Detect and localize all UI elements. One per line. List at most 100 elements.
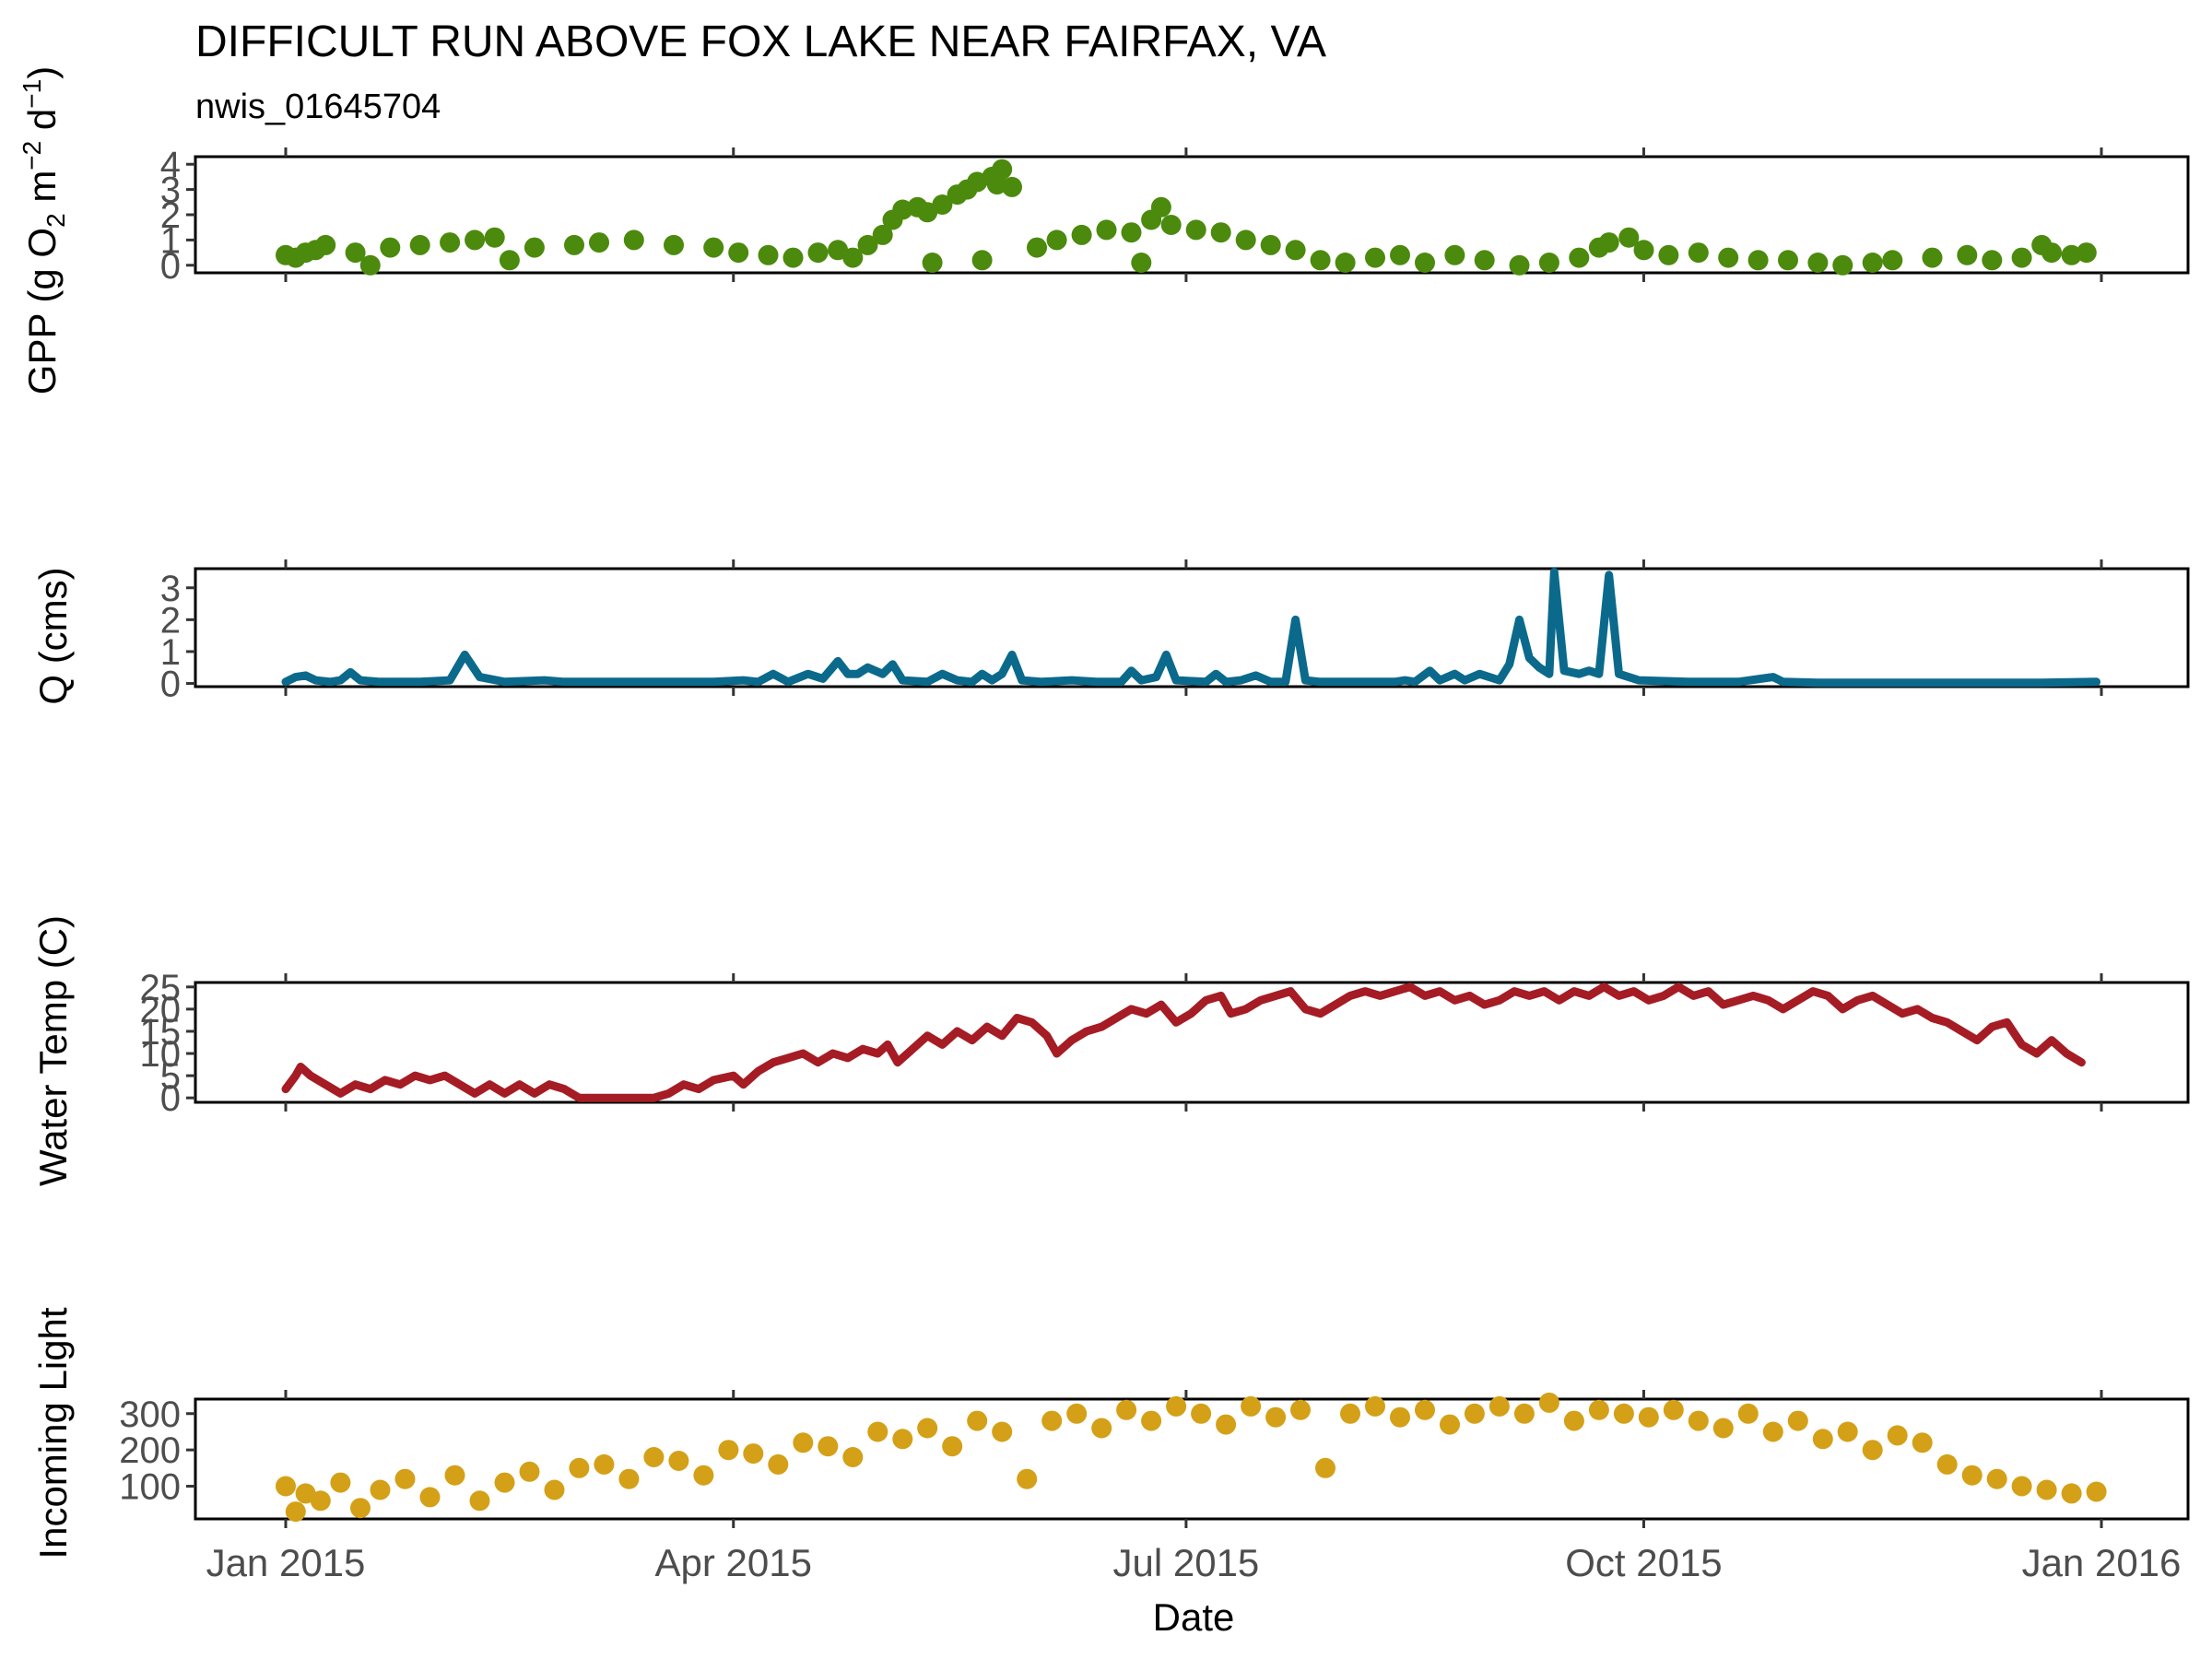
panel-frame-wt bbox=[194, 981, 2190, 1104]
data-point-light bbox=[519, 1461, 540, 1482]
data-point-gpp bbox=[623, 229, 644, 251]
data-point-gpp bbox=[1474, 250, 1495, 271]
data-point-light bbox=[1912, 1432, 1933, 1453]
data-point-gpp bbox=[1633, 240, 1654, 261]
data-point-light bbox=[1116, 1399, 1137, 1420]
data-point-light bbox=[2061, 1483, 2082, 1504]
data-point-gpp bbox=[345, 242, 366, 264]
data-point-light bbox=[594, 1453, 615, 1475]
data-point-gpp bbox=[1444, 244, 1465, 265]
y-axis-title-light: Incoming Light bbox=[31, 1307, 75, 1559]
data-point-gpp bbox=[1365, 247, 1385, 268]
panel-frame-light bbox=[194, 1397, 2190, 1521]
data-point-light bbox=[668, 1451, 689, 1471]
data-point-gpp bbox=[1235, 229, 1256, 251]
x-tick-label: Jul 2015 bbox=[1113, 1541, 1260, 1584]
data-point-light bbox=[1862, 1440, 1883, 1461]
data-point-gpp bbox=[1922, 247, 1943, 268]
data-point-gpp bbox=[782, 247, 804, 268]
data-point-light bbox=[1365, 1395, 1385, 1417]
data-point-light bbox=[1041, 1410, 1063, 1431]
data-point-gpp bbox=[1862, 253, 1883, 273]
data-point-gpp bbox=[1335, 253, 1356, 273]
data-point-light bbox=[643, 1447, 665, 1467]
data-point-light bbox=[793, 1432, 814, 1453]
data-point-light bbox=[1265, 1406, 1287, 1428]
y-tick-label: 300 bbox=[119, 1394, 181, 1435]
data-point-light bbox=[1613, 1403, 1634, 1424]
data-point-light bbox=[1390, 1406, 1410, 1428]
data-point-gpp bbox=[807, 242, 829, 264]
data-point-light bbox=[967, 1410, 988, 1431]
data-point-light bbox=[2011, 1476, 2032, 1497]
data-point-gpp bbox=[872, 224, 893, 245]
data-point-gpp bbox=[971, 250, 993, 271]
data-point-light bbox=[1216, 1414, 1237, 1435]
data-point-gpp bbox=[315, 234, 336, 255]
data-point-gpp bbox=[1310, 250, 1331, 271]
data-point-gpp bbox=[359, 254, 381, 276]
data-point-light bbox=[1513, 1403, 1535, 1424]
x-tick-label: Jan 2016 bbox=[2022, 1541, 2182, 1584]
y-axis-title-wt: Water Temp (C) bbox=[31, 915, 75, 1186]
data-point-gpp bbox=[857, 234, 878, 255]
data-point-gpp bbox=[664, 234, 684, 255]
data-point-gpp bbox=[917, 202, 938, 223]
data-point-gpp bbox=[2076, 242, 2097, 264]
data-point-light bbox=[1415, 1399, 1435, 1420]
data-point-light bbox=[285, 1501, 306, 1523]
data-point-gpp bbox=[1598, 232, 1619, 253]
data-point-gpp bbox=[1150, 196, 1171, 218]
data-point-light bbox=[1191, 1403, 1212, 1424]
y-tick-label: 1 bbox=[160, 220, 181, 261]
data-point-light bbox=[1638, 1406, 1659, 1428]
data-point-light bbox=[768, 1453, 789, 1475]
data-point-gpp bbox=[484, 227, 505, 248]
y-tick-label: 25 bbox=[140, 968, 182, 1008]
x-tick-label: Apr 2015 bbox=[655, 1541, 812, 1584]
data-point-light bbox=[1887, 1425, 1908, 1446]
y-tick-label: 3 bbox=[160, 569, 181, 609]
y-tick-label: 4 bbox=[160, 145, 181, 185]
data-point-light bbox=[469, 1490, 490, 1512]
data-point-light bbox=[743, 1443, 764, 1465]
data-point-light bbox=[693, 1465, 714, 1486]
data-point-gpp bbox=[1285, 240, 1306, 261]
data-point-gpp bbox=[992, 159, 1013, 180]
data-point-light bbox=[618, 1468, 640, 1489]
data-point-gpp bbox=[1807, 253, 1829, 273]
data-point-gpp bbox=[1538, 253, 1559, 273]
data-point-light bbox=[917, 1418, 938, 1439]
data-point-light bbox=[842, 1447, 864, 1467]
y-tick-label: 3 bbox=[160, 171, 181, 211]
data-point-gpp bbox=[828, 240, 849, 261]
data-point-gpp bbox=[409, 234, 430, 255]
y-tick-label: 0 bbox=[160, 1078, 181, 1119]
chart-title: DIFFICULT RUN ABOVE FOX LAKE NEAR FAIRFA… bbox=[195, 18, 1326, 66]
data-point-gpp bbox=[1747, 250, 1769, 271]
data-point-light bbox=[1812, 1429, 1833, 1450]
data-point-gpp bbox=[465, 229, 486, 251]
data-point-gpp bbox=[703, 237, 724, 258]
data-point-gpp bbox=[1882, 250, 1903, 271]
x-tick-label: Oct 2015 bbox=[1565, 1541, 1722, 1584]
data-point-gpp bbox=[1718, 247, 1739, 268]
y-tick-label: 20 bbox=[140, 990, 182, 1030]
data-point-gpp bbox=[728, 242, 749, 264]
data-point-gpp bbox=[1957, 244, 1978, 265]
data-point-gpp bbox=[1260, 234, 1281, 255]
data-point-gpp bbox=[1509, 254, 1530, 276]
data-point-gpp bbox=[1688, 242, 1709, 264]
data-point-light bbox=[992, 1421, 1013, 1442]
data-point-gpp bbox=[1415, 253, 1435, 273]
data-point-light bbox=[1440, 1414, 1460, 1435]
data-point-light bbox=[1141, 1410, 1162, 1431]
y-tick-label: 15 bbox=[140, 1012, 182, 1053]
data-point-light bbox=[1663, 1399, 1684, 1420]
data-point-light bbox=[419, 1487, 441, 1508]
data-point-gpp bbox=[922, 253, 943, 273]
